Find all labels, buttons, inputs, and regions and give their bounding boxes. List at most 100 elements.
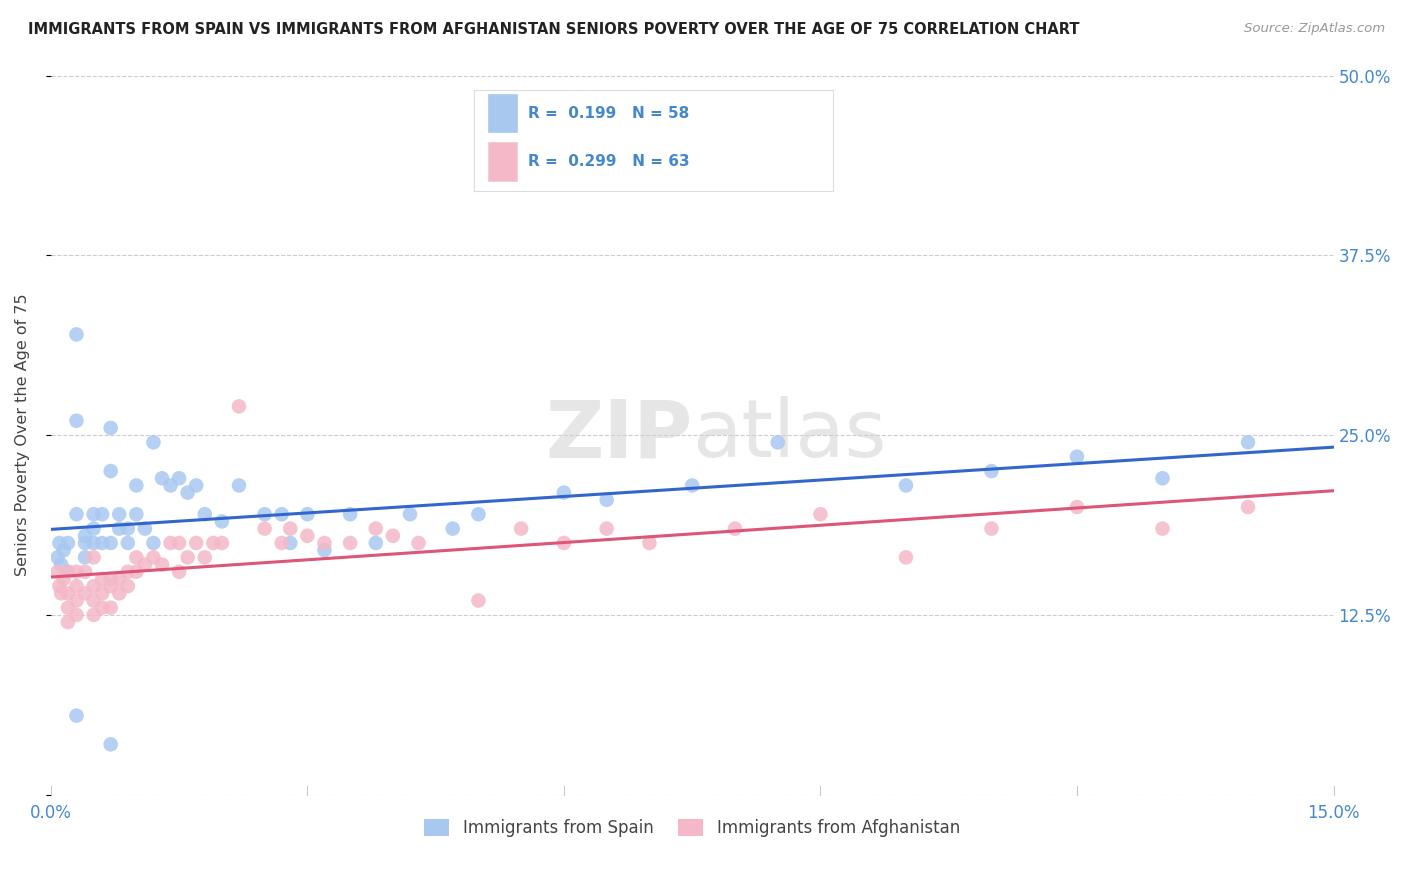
Point — [65, 607, 87, 622]
Point — [83, 550, 105, 565]
Point — [65, 414, 87, 428]
Point — [56, 615, 79, 629]
Point — [100, 572, 122, 586]
Point — [49, 558, 72, 572]
Point — [83, 607, 105, 622]
Point — [91, 600, 114, 615]
Text: ZIP: ZIP — [546, 396, 692, 475]
Point — [681, 478, 703, 492]
Point — [1237, 500, 1260, 514]
Point — [167, 565, 190, 579]
Point — [56, 600, 79, 615]
Point — [980, 464, 1002, 478]
Point — [364, 536, 387, 550]
Point — [91, 572, 114, 586]
Point — [65, 327, 87, 342]
Point — [278, 522, 301, 536]
Point — [270, 507, 292, 521]
Point — [108, 522, 131, 536]
Point — [73, 550, 96, 565]
Point — [159, 536, 181, 550]
Point — [150, 471, 173, 485]
Point — [810, 507, 832, 521]
Point — [52, 543, 75, 558]
Point — [270, 536, 292, 550]
Point — [408, 536, 430, 550]
Point — [125, 550, 148, 565]
Point — [595, 522, 617, 536]
Point — [83, 579, 105, 593]
Point — [1152, 471, 1174, 485]
Text: atlas: atlas — [692, 396, 887, 475]
Point — [117, 522, 139, 536]
Point — [894, 478, 917, 492]
Point — [278, 536, 301, 550]
Point — [125, 565, 148, 579]
Point — [339, 536, 361, 550]
Point — [65, 593, 87, 607]
Point — [73, 565, 96, 579]
Point — [253, 522, 276, 536]
Point — [100, 737, 122, 751]
Text: IMMIGRANTS FROM SPAIN VS IMMIGRANTS FROM AFGHANISTAN SENIORS POVERTY OVER THE AG: IMMIGRANTS FROM SPAIN VS IMMIGRANTS FROM… — [28, 22, 1080, 37]
Point — [314, 543, 336, 558]
Point — [381, 529, 404, 543]
Point — [766, 435, 789, 450]
Point — [46, 550, 69, 565]
Point — [228, 400, 250, 414]
Point — [108, 507, 131, 521]
Point — [228, 478, 250, 492]
Point — [108, 572, 131, 586]
Point — [100, 421, 122, 435]
Point — [108, 586, 131, 600]
Point — [211, 515, 233, 529]
Point — [56, 565, 79, 579]
Point — [553, 536, 575, 550]
Point — [253, 507, 276, 521]
Point — [142, 536, 165, 550]
Point — [117, 579, 139, 593]
Point — [56, 565, 79, 579]
Point — [56, 536, 79, 550]
Point — [186, 478, 208, 492]
Point — [980, 522, 1002, 536]
Point — [91, 586, 114, 600]
Point — [142, 435, 165, 450]
Point — [100, 600, 122, 615]
Point — [48, 579, 70, 593]
Legend: Immigrants from Spain, Immigrants from Afghanistan: Immigrants from Spain, Immigrants from A… — [418, 813, 967, 844]
Point — [65, 507, 87, 521]
Point — [467, 507, 489, 521]
Point — [91, 507, 114, 521]
Point — [125, 507, 148, 521]
Point — [510, 522, 533, 536]
Point — [65, 565, 87, 579]
Point — [83, 536, 105, 550]
Point — [167, 471, 190, 485]
Point — [339, 507, 361, 521]
Point — [1152, 522, 1174, 536]
Point — [894, 550, 917, 565]
Point — [211, 536, 233, 550]
Point — [159, 478, 181, 492]
Point — [194, 507, 217, 521]
Point — [202, 536, 225, 550]
Point — [467, 593, 489, 607]
Point — [595, 492, 617, 507]
Point — [724, 522, 747, 536]
Point — [125, 478, 148, 492]
Point — [364, 522, 387, 536]
Point — [1066, 450, 1088, 464]
Point — [314, 536, 336, 550]
Point — [167, 536, 190, 550]
Point — [399, 507, 422, 521]
Point — [100, 464, 122, 478]
Y-axis label: Seniors Poverty Over the Age of 75: Seniors Poverty Over the Age of 75 — [15, 293, 30, 576]
Point — [1066, 500, 1088, 514]
Point — [150, 558, 173, 572]
Point — [56, 586, 79, 600]
Point — [83, 522, 105, 536]
Point — [117, 565, 139, 579]
Point — [46, 565, 69, 579]
Point — [73, 536, 96, 550]
